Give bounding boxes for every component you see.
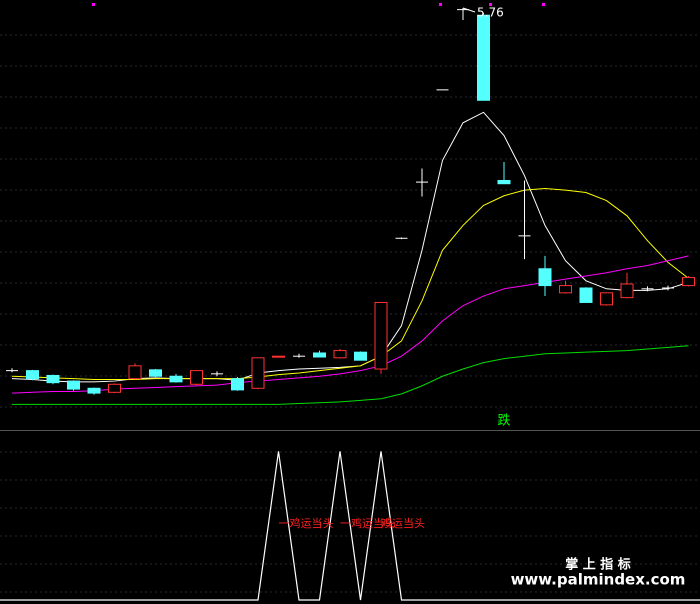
candle-body (87, 387, 101, 394)
moving-average (12, 345, 689, 405)
candle-body (333, 350, 347, 359)
indicator-line (0, 451, 700, 601)
signal-dot (439, 3, 442, 6)
candle-body (272, 355, 285, 358)
candle-body (559, 285, 572, 294)
signal-dot (489, 3, 492, 6)
candle-body (374, 301, 388, 370)
candle-body (108, 383, 121, 393)
candle-body (26, 370, 39, 380)
moving-average (11, 255, 689, 394)
candle-body (67, 380, 80, 390)
candle-body (313, 352, 326, 358)
max-pointer (462, 7, 476, 13)
signal-label: 鸡运当头 (381, 516, 425, 530)
candle-body (497, 180, 511, 185)
candle-body (477, 14, 490, 101)
candle-body (128, 365, 142, 380)
candle-body (354, 351, 367, 361)
watermark-title: 掌 上 指 标 (565, 557, 631, 573)
signal-label: 一鸡运当头 (279, 516, 334, 530)
watermark-url: www.palmindex.com (511, 571, 686, 589)
max-label: 5.76 (477, 6, 504, 20)
signal-dot (92, 3, 95, 6)
signal-label: 一鸡运当头 (340, 516, 395, 530)
candle-body (538, 268, 552, 287)
candle-body (169, 375, 183, 383)
candle-body (682, 277, 695, 287)
candle-body (600, 292, 613, 306)
candle-body (620, 283, 634, 299)
candle-body (190, 370, 203, 385)
annotation: 跌 (497, 413, 510, 429)
candle-body (231, 378, 244, 391)
candle-body (579, 287, 593, 303)
signal-dot (542, 3, 545, 6)
candle-body (149, 369, 162, 377)
candle-body (251, 357, 265, 389)
moving-average (11, 188, 689, 380)
candle-body (46, 374, 60, 384)
